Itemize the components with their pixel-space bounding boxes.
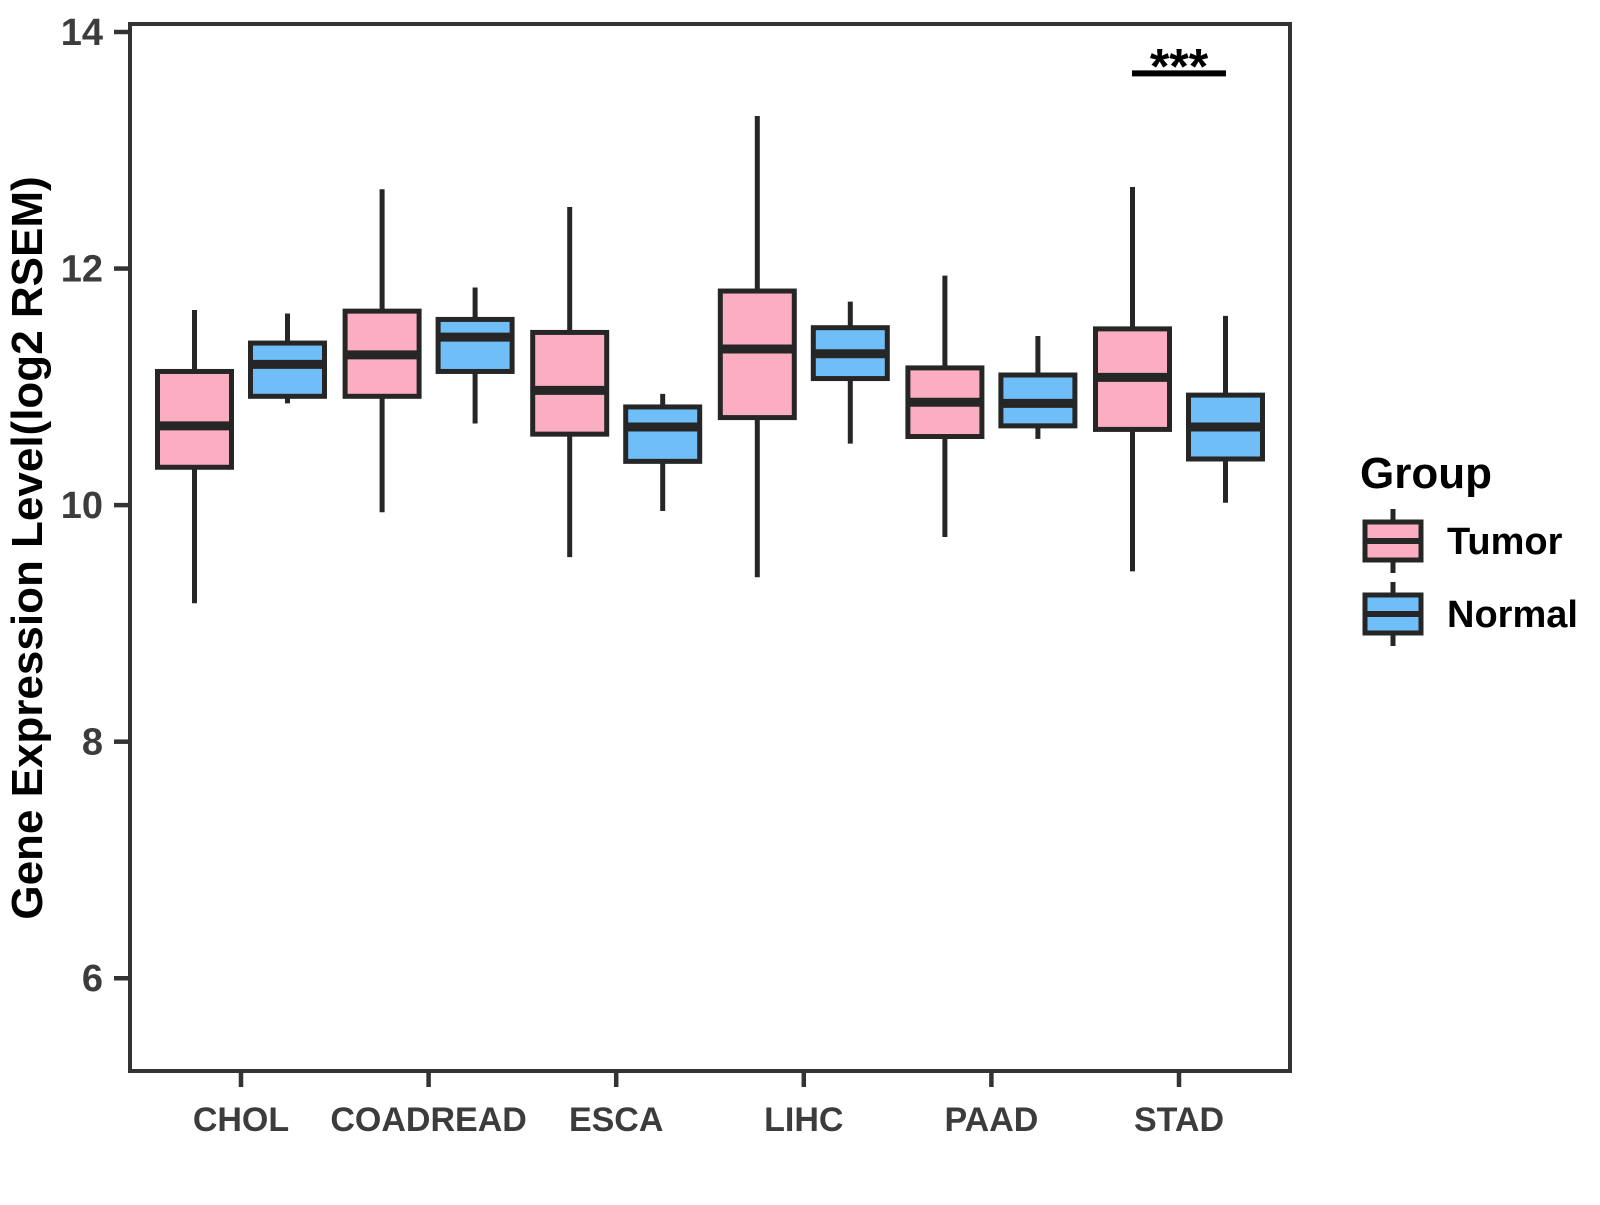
box-COADREAD-normal bbox=[435, 316, 515, 374]
legend-items: Tumor Normal bbox=[1362, 509, 1578, 646]
legend-label-tumor: Tumor bbox=[1447, 521, 1563, 563]
y-tick-label-12: 12 bbox=[61, 249, 103, 291]
y-axis: 6 8 10 12 14 bbox=[61, 12, 129, 1000]
legend-label-normal: Normal bbox=[1447, 594, 1578, 636]
y-axis-title: Gene Expression Level(log2 RSEM) bbox=[3, 176, 52, 919]
y-tick-label-14: 14 bbox=[61, 12, 103, 54]
y-tick-label-6: 6 bbox=[82, 958, 103, 1000]
y-tick-label-8: 8 bbox=[82, 722, 103, 764]
box-CHOL-normal bbox=[248, 340, 327, 399]
plot-panel bbox=[155, 115, 1265, 604]
y-tick-label-10: 10 bbox=[61, 485, 103, 527]
x-tick-label-PAAD: PAAD bbox=[944, 1101, 1038, 1139]
x-tick-label-STAD: STAD bbox=[1134, 1101, 1224, 1139]
x-axis: CHOL COADREAD ESCA LIHC PAAD STAD bbox=[193, 1071, 1224, 1139]
box-CHOL-tumor bbox=[155, 368, 234, 470]
plot-panel-border bbox=[128, 22, 1292, 1073]
box-ESCA-tumor bbox=[530, 329, 610, 437]
x-tick-label-LIHC: LIHC bbox=[764, 1101, 843, 1139]
x-tick-label-COADREAD: COADREAD bbox=[330, 1101, 526, 1139]
significance-stars: *** bbox=[1150, 38, 1209, 94]
significance-annotation: *** bbox=[1132, 38, 1226, 94]
box-LIHC-tumor bbox=[717, 288, 797, 421]
legend-title: Group bbox=[1360, 449, 1492, 498]
x-tick-label-ESCA: ESCA bbox=[569, 1101, 663, 1139]
legend: Group Tumor Normal bbox=[1360, 449, 1578, 646]
x-tick-label-CHOL: CHOL bbox=[193, 1101, 289, 1139]
box-ESCA-normal bbox=[623, 404, 703, 464]
